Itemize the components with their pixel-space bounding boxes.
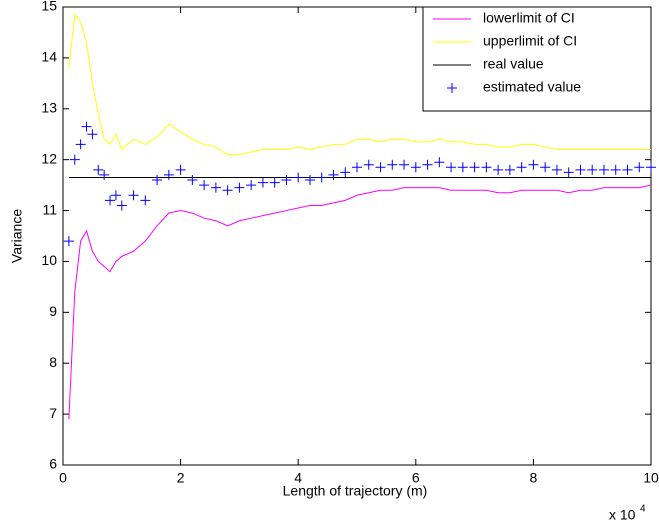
marker	[598, 164, 609, 175]
legend-box	[422, 6, 652, 112]
marker	[63, 236, 74, 247]
x-tick-label: 8	[530, 470, 538, 486]
marker	[422, 159, 433, 170]
marker	[551, 164, 562, 175]
series-line	[68, 184, 652, 420]
marker	[493, 164, 504, 175]
y-tick-label: 9	[49, 303, 57, 319]
y-axis-label: Variance	[9, 209, 25, 263]
x-tick-label: 2	[177, 470, 185, 486]
marker	[587, 164, 598, 175]
x-tick-label: 10	[643, 470, 659, 486]
marker	[110, 190, 121, 201]
marker	[75, 139, 86, 150]
y-tick-label: 11	[42, 201, 57, 217]
y-tick-label: 14	[41, 49, 57, 65]
marker	[210, 182, 221, 193]
marker	[410, 162, 421, 173]
marker	[634, 162, 645, 173]
marker	[187, 175, 198, 186]
legend-swatch	[447, 83, 457, 93]
y-tick-label: 7	[49, 405, 57, 421]
marker	[281, 175, 292, 186]
marker	[446, 162, 457, 173]
marker	[622, 164, 633, 175]
marker	[399, 159, 410, 170]
marker	[387, 159, 398, 170]
marker	[99, 169, 110, 180]
marker	[199, 180, 210, 191]
marker	[116, 200, 127, 211]
marker	[257, 177, 268, 188]
y-tick-label: 10	[41, 252, 57, 268]
marker	[293, 172, 304, 183]
marker	[457, 162, 468, 173]
marker	[128, 190, 139, 201]
marker	[246, 180, 257, 191]
legend-label: estimated value	[483, 79, 581, 95]
x-multiplier-exponent: 4	[640, 504, 646, 515]
marker	[481, 162, 492, 173]
marker	[352, 162, 362, 173]
y-tick-label: 8	[49, 354, 57, 370]
x-multiplier: x 10	[609, 507, 636, 523]
marker	[516, 162, 527, 173]
marker	[105, 195, 116, 206]
marker	[434, 157, 445, 168]
legend-label: upperlimit of CI	[483, 33, 577, 49]
x-axis-label: Length of trajectory (m)	[283, 483, 428, 499]
y-tick-label: 15	[41, 0, 57, 14]
y-tick-label: 12	[41, 150, 57, 166]
y-tick-label: 6	[49, 456, 57, 472]
marker	[69, 154, 80, 165]
marker	[269, 177, 280, 188]
legend-label: real value	[483, 56, 544, 72]
marker	[504, 164, 515, 175]
marker	[563, 167, 574, 178]
marker	[87, 129, 98, 140]
marker	[175, 164, 186, 175]
marker	[469, 162, 480, 173]
marker	[81, 121, 92, 132]
marker	[375, 162, 386, 173]
marker	[316, 172, 327, 183]
x-tick-label: 4	[294, 470, 302, 486]
marker	[93, 164, 104, 175]
y-tick-label: 13	[41, 99, 57, 115]
marker	[363, 159, 374, 170]
marker	[163, 169, 174, 180]
marker	[328, 169, 339, 180]
legend-label: lowerlimit of CI	[483, 10, 575, 26]
marker	[528, 159, 539, 170]
marker	[304, 175, 315, 186]
marker	[540, 162, 551, 173]
x-tick-label: 6	[412, 470, 420, 486]
series-line	[68, 13, 651, 156]
marker	[575, 164, 586, 175]
x-tick-label: 0	[59, 470, 67, 486]
marker	[140, 195, 151, 206]
marker	[610, 164, 621, 175]
marker	[222, 185, 233, 196]
marker	[152, 175, 163, 186]
marker	[340, 167, 351, 178]
marker	[234, 182, 245, 193]
marker	[646, 162, 656, 173]
